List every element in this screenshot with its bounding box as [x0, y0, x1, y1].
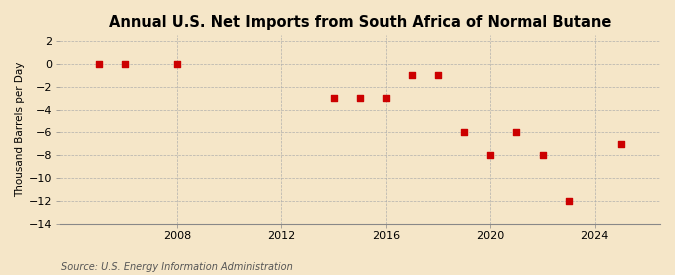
Point: [563, 199, 574, 203]
Text: Source: U.S. Energy Information Administration: Source: U.S. Energy Information Administ…: [61, 262, 292, 272]
Point: [381, 96, 392, 100]
Point: [485, 153, 495, 158]
Point: [511, 130, 522, 135]
Point: [537, 153, 548, 158]
Point: [459, 130, 470, 135]
Point: [171, 62, 182, 66]
Point: [119, 62, 130, 66]
Point: [328, 96, 339, 100]
Point: [406, 73, 417, 78]
Title: Annual U.S. Net Imports from South Africa of Normal Butane: Annual U.S. Net Imports from South Afric…: [109, 15, 611, 30]
Point: [93, 62, 104, 66]
Point: [433, 73, 443, 78]
Y-axis label: Thousand Barrels per Day: Thousand Barrels per Day: [15, 62, 25, 197]
Point: [354, 96, 365, 100]
Point: [616, 142, 626, 146]
